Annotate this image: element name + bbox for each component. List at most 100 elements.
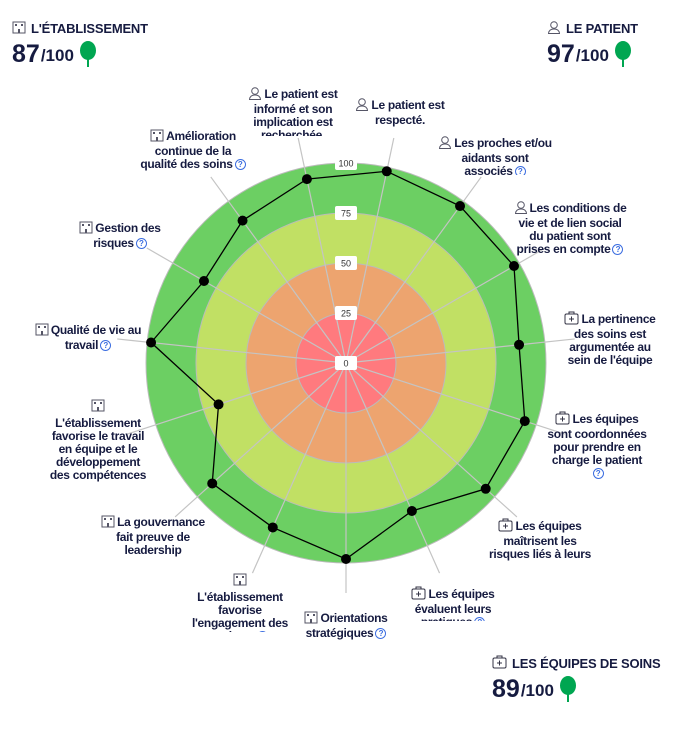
data-point — [213, 399, 224, 410]
axis-label: L'établissement favorise le travail en é… — [48, 398, 148, 482]
medical-case-icon — [498, 517, 513, 535]
medical-case-icon — [564, 310, 579, 328]
axis-label: Orientations stratégiques? — [288, 610, 404, 640]
help-icon[interactable]: ? — [257, 631, 269, 632]
help-icon[interactable]: ? — [592, 468, 604, 480]
axis-label-text: La pertinence des soins est argumentée a… — [567, 312, 656, 367]
data-point — [237, 215, 248, 226]
score-value: 89 — [492, 675, 520, 703]
data-line — [150, 170, 526, 560]
axis-label: Gestion des risques? — [62, 220, 178, 250]
axis-label-text: Le patient est informé et son implicatio… — [253, 87, 338, 137]
help-icon[interactable]: ? — [612, 244, 624, 256]
score-title: L'ÉTABLISSEMENT — [31, 21, 148, 36]
axis-label: Les équipes sont coordonnées pour prendr… — [547, 410, 647, 480]
data-point — [207, 478, 218, 489]
axis-spoke — [345, 338, 575, 364]
help-icon[interactable]: ? — [100, 340, 112, 352]
help-icon[interactable]: ? — [514, 166, 526, 175]
score-max: /100 — [520, 681, 554, 700]
building-icon — [12, 20, 26, 37]
tick-label: 25 — [341, 309, 351, 319]
axis-spoke — [174, 362, 347, 518]
building-icon — [35, 322, 49, 339]
axis-label-text: Orientations stratégiques — [305, 611, 388, 640]
tick-label-bg — [335, 206, 357, 220]
score-title: LE PATIENT — [566, 21, 638, 36]
building-icon — [91, 398, 105, 415]
building-icon — [101, 514, 115, 531]
person-icon — [248, 86, 262, 103]
axis-label-text: Les équipes sont coordonnées pour prendr… — [547, 412, 647, 467]
data-point — [341, 554, 351, 564]
medical-case-icon — [555, 410, 570, 428]
data-point — [301, 174, 312, 185]
tick-label: 75 — [341, 209, 351, 219]
person-icon — [355, 97, 369, 114]
axis-label-text: L'établissement favorise le travail en é… — [49, 416, 147, 482]
axis-spoke — [251, 362, 347, 574]
score-equipes: LES ÉQUIPES DE SOINS 89/100 — [492, 654, 661, 703]
axis-label: Le patient est respecté. — [342, 97, 458, 127]
data-point — [198, 276, 209, 286]
axis-spoke — [127, 362, 347, 435]
data-point — [267, 522, 278, 533]
tick-label-bg — [335, 156, 357, 170]
axis-label-text: Les équipes évaluent leurs pratiques — [414, 587, 495, 622]
data-point — [519, 416, 530, 427]
axis-label-text: Les conditions de vie et de lien social … — [516, 201, 627, 256]
axis-label-text: Les proches et/ou aidants sont associés — [454, 136, 552, 176]
score-max: /100 — [575, 46, 609, 65]
axis-label-text: La gouvernance fait preuve de leadership — [116, 515, 205, 557]
axis-label: Les conditions de vie et de lien social … — [512, 200, 628, 256]
axis-label-text: Le patient est respecté. — [371, 98, 445, 127]
help-icon[interactable]: ? — [135, 238, 147, 250]
help-icon[interactable]: ? — [375, 628, 387, 640]
help-icon[interactable]: ? — [234, 159, 246, 171]
axis-spoke — [146, 247, 347, 364]
axis-label-text: Amélioration continue de la qualité des … — [140, 129, 236, 171]
axis-label: Les équipes évaluent leurs pratiques? — [395, 585, 511, 621]
axis-spoke — [210, 176, 347, 364]
score-etablissement: L'ÉTABLISSEMENT 87/100 — [12, 20, 148, 67]
axis-label: Amélioration continue de la qualité des … — [135, 128, 251, 171]
axis-label-text: Les équipes maîtrisent les risques liés … — [488, 519, 592, 562]
person-icon — [547, 20, 561, 37]
building-icon — [150, 128, 164, 145]
tree-icon — [79, 41, 96, 67]
axis-label-text: Qualité de vie au travail — [50, 323, 142, 352]
axis-label-text: Gestion des risques — [93, 221, 161, 250]
data-point — [455, 201, 466, 212]
building-icon — [304, 610, 318, 627]
building-icon — [233, 572, 247, 589]
tick-label: 0 — [343, 359, 348, 369]
axis-label: Le patient est informé et son implicatio… — [235, 86, 351, 136]
data-point — [146, 337, 157, 348]
score-patient: LE PATIENT 97/100 — [547, 20, 638, 67]
help-icon[interactable]: ? — [474, 617, 486, 621]
axis-label: Les équipes maîtrisent les risques liés … — [482, 517, 598, 561]
score-title: LES ÉQUIPES DE SOINS — [512, 655, 661, 671]
axis-label: Qualité de vie au travail? — [30, 322, 146, 352]
tick-label-bg — [335, 256, 357, 270]
axis-label: La pertinence des soins est argumentée a… — [560, 310, 660, 366]
score-value: 87 — [12, 40, 40, 68]
tick-label-bg — [335, 306, 357, 320]
medical-case-icon — [492, 654, 507, 672]
tick-label-bg — [335, 356, 357, 370]
tree-icon — [559, 676, 576, 702]
building-icon — [79, 220, 93, 237]
data-point — [514, 339, 525, 350]
score-value: 97 — [547, 40, 575, 68]
data-point — [406, 505, 417, 516]
axis-label: L'établissement favorise l'engagement de… — [182, 572, 298, 632]
data-point — [381, 166, 392, 177]
data-point — [509, 261, 520, 271]
score-max: /100 — [40, 46, 74, 65]
person-icon — [438, 135, 452, 152]
axis-spoke — [345, 362, 441, 574]
person-icon — [514, 200, 528, 217]
data-point — [480, 483, 491, 494]
